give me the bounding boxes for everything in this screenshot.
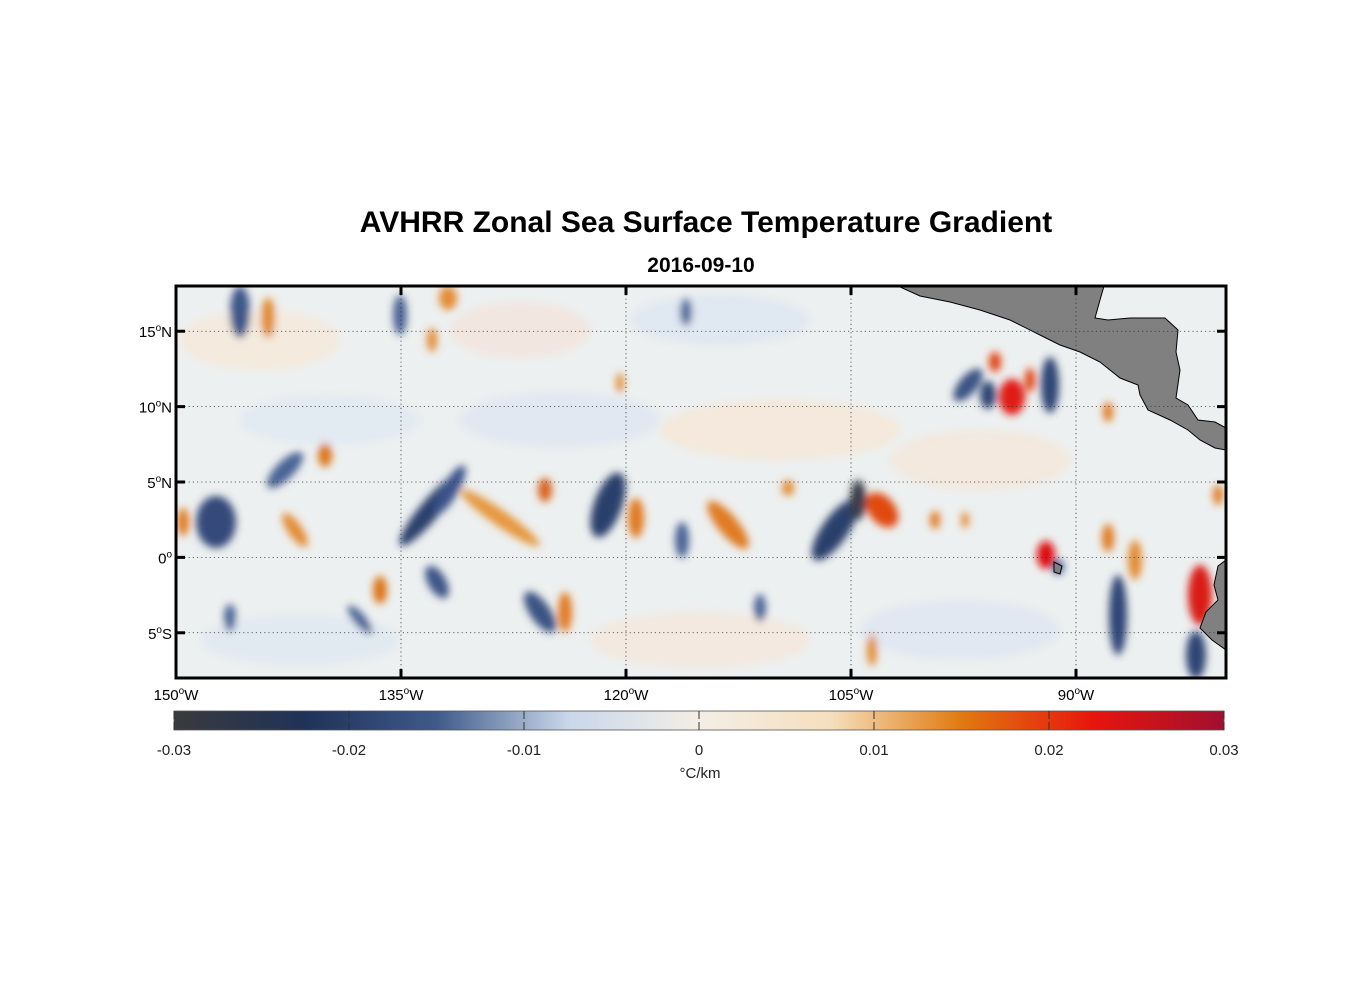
field-patch [630,295,810,345]
field-positive-anomaly [999,379,1025,415]
field-negative-anomaly [811,499,859,561]
x-tick-label: 120oW [604,686,650,704]
field-positive-anomaly [177,508,189,536]
field-patch [590,612,810,668]
colorbar-tick-label: 0.02 [1034,742,1063,759]
field-negative-anomaly [850,480,866,520]
field-patch [890,430,1070,490]
galapagos-island [1053,561,1063,575]
field-patch [460,392,660,448]
field-positive-anomaly [961,512,969,528]
central-america-land [897,286,1226,451]
sst-gradient-field [177,286,1223,678]
map-axis-ticks: 150oW 135oW 120oW 105oW 90oW 15oN 10oN 5oN 0o 5oS [139,286,1226,704]
colorbar: -0.03 -0.02 -0.01 0 0.01 0.02 0.03 °C/km [157,710,1239,782]
field-positive-anomaly [1213,485,1223,505]
y-tick-label: 15oN [139,323,172,341]
field-negative-anomaly [980,381,996,409]
field-positive-anomaly [318,443,332,467]
field-negative-anomaly [347,605,373,635]
field-patch [240,395,420,445]
y-tick-label: 0o [158,549,172,567]
field-positive-anomaly [373,576,387,604]
colorbar-tick-label: 0 [695,742,703,759]
field-positive-anomaly [930,511,940,529]
colorbar-gradient [174,711,1224,730]
x-tick-label: 135oW [379,686,425,704]
x-tick-label: 105oW [829,686,875,704]
field-negative-anomaly [1109,575,1127,655]
field-patch [200,614,400,666]
field-patch [180,310,340,370]
colorbar-tick-label: -0.02 [332,742,366,759]
field-negative-anomaly [953,368,983,402]
field-positive-anomaly [1103,402,1113,422]
field-positive-anomaly [1128,540,1142,580]
field-positive-anomaly [558,592,572,632]
colorbar-units-label: °C/km [680,765,721,782]
field-negative-anomaly [754,594,766,622]
field-negative-anomaly [230,286,250,338]
field-positive-anomaly [538,478,552,502]
field-patch [450,302,590,358]
field-negative-anomaly [196,496,236,548]
field-positive-anomaly [460,489,540,547]
figure-title: AVHRR Zonal Sea Surface Temperature Grad… [359,206,1053,239]
colorbar-tick-label: 0.03 [1209,742,1238,759]
field-positive-anomaly [782,480,794,496]
field-positive-anomaly [865,492,899,528]
field-patch [660,400,900,460]
field-negative-anomaly [680,298,692,326]
field-negative-anomaly [266,451,304,489]
field-positive-anomaly [1102,524,1114,552]
field-positive-anomaly [1188,565,1212,625]
field-negative-anomaly [1041,357,1059,413]
field-positive-anomaly [282,513,308,547]
field-positive-anomaly [707,501,749,549]
figure-date-subtitle: 2016-09-10 [647,254,755,277]
field-negative-anomaly [393,295,407,335]
field-negative-anomaly [434,465,466,515]
field-negative-anomaly [425,565,449,599]
field-negative-anomaly [1186,631,1206,678]
x-tick-label: 150oW [154,686,200,704]
field-negative-anomaly [224,604,236,632]
x-tick-label: 90oW [1058,686,1095,704]
south-america-land [1199,559,1226,651]
field-positive-anomaly [439,286,457,310]
map-gridlines [176,286,1226,678]
field-positive-anomaly [1037,541,1055,569]
colorbar-tick-label: -0.03 [157,742,191,759]
field-negative-anomaly [590,472,626,538]
field-positive-anomaly [1025,368,1035,392]
y-tick-label: 5oS [148,625,172,643]
field-positive-anomaly [867,634,877,666]
colorbar-tick-label: -0.01 [507,742,541,759]
field-negative-anomaly [523,591,557,633]
y-tick-label: 10oN [139,399,172,417]
field-positive-anomaly [989,352,1001,372]
field-positive-anomaly [261,298,275,338]
land-masses [897,286,1226,651]
field-positive-anomaly [616,373,624,393]
colorbar-tick-label: 0.01 [859,742,888,759]
field-patch [860,600,1060,660]
y-tick-label: 5oN [147,474,172,492]
field-positive-anomaly [427,328,437,352]
field-positive-anomaly [628,498,644,538]
field-negative-anomaly [675,522,689,558]
